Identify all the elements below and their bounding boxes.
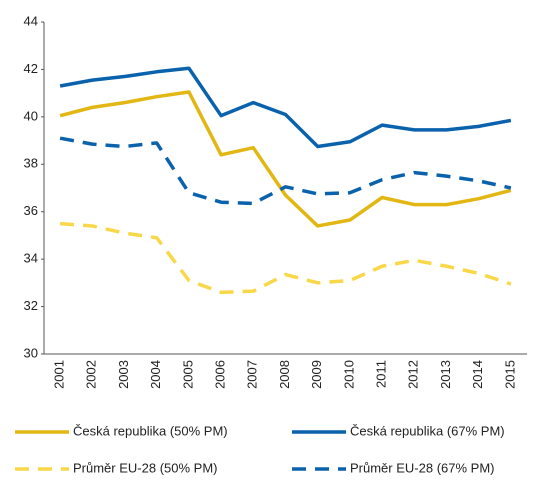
series-line <box>59 90 512 228</box>
y-tick-label: 44 <box>24 13 38 28</box>
y-tick-label: 30 <box>24 345 38 360</box>
x-tick-label: 2010 <box>341 360 356 389</box>
x-tick-label: 2003 <box>116 360 131 389</box>
series-line <box>59 66 512 149</box>
y-tick-label: 32 <box>24 298 38 313</box>
x-tick-label: 2012 <box>406 360 421 389</box>
x-tick-label: 2008 <box>277 360 292 389</box>
series-line <box>59 221 512 295</box>
x-tick-label: 2009 <box>309 360 324 389</box>
series-line <box>59 136 512 206</box>
y-tick-label: 34 <box>24 251 38 266</box>
legend-label: Česká republika (67% PM) <box>350 423 505 438</box>
legend-label: Průměr EU-28 (50% PM) <box>73 460 217 475</box>
x-tick-label: 2006 <box>213 360 228 389</box>
legend-label: Česká republika (50% PM) <box>73 423 228 438</box>
x-tick-label: 2007 <box>245 360 260 389</box>
x-tick-label: 2002 <box>84 360 99 389</box>
x-tick-label: 2013 <box>438 360 453 389</box>
y-tick-label: 36 <box>24 203 38 218</box>
x-tick-label: 2011 <box>374 360 389 388</box>
x-tick-label: 2004 <box>148 360 163 389</box>
x-tick-label: 2015 <box>502 360 517 389</box>
x-tick-label: 2001 <box>52 360 67 389</box>
y-tick-label: 40 <box>24 108 38 123</box>
y-tick-label: 42 <box>24 61 38 76</box>
x-tick-label: 2005 <box>180 360 195 389</box>
legend-label: Průměr EU-28 (67% PM) <box>350 460 494 475</box>
x-tick-label: 2014 <box>470 360 485 389</box>
y-tick-label: 38 <box>24 156 38 171</box>
